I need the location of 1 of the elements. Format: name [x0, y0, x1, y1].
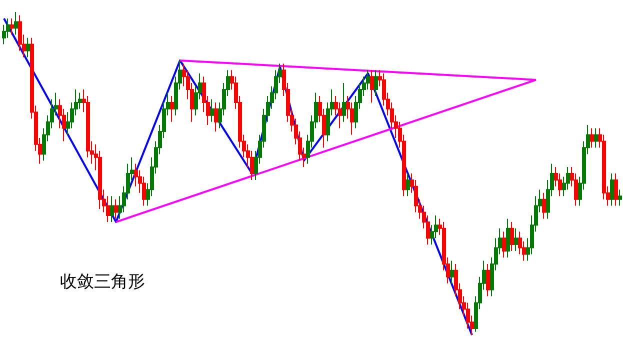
annotation: 收敛三角形	[60, 272, 145, 291]
